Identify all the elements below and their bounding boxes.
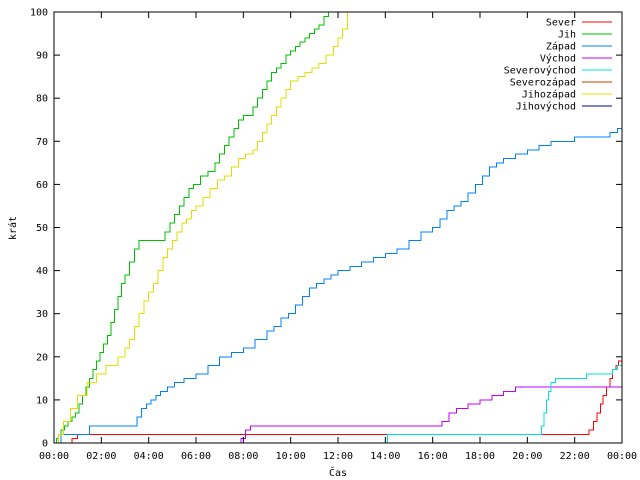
x-tick-label: 00:00 xyxy=(39,451,69,462)
y-tick-label: 10 xyxy=(36,395,48,406)
y-tick-label: 40 xyxy=(36,266,48,277)
x-tick-label: 00:00 xyxy=(607,451,637,462)
y-axis-label: krát xyxy=(7,216,19,240)
legend-label: Severovýchod xyxy=(504,65,576,77)
y-tick-label: 30 xyxy=(36,309,48,320)
x-tick-label: 20:00 xyxy=(512,451,542,462)
y-tick-label: 50 xyxy=(36,223,48,234)
x-axis: 00:00 02:00 04:00 06:00 08:00 10:00 12:00 14:00… xyxy=(39,12,637,462)
legend-label: Jihozápad xyxy=(522,89,576,101)
x-tick-label: 22:00 xyxy=(560,451,590,462)
y-tick-label: 70 xyxy=(36,137,48,148)
series-line-jihozápad xyxy=(54,12,348,444)
x-tick-label: 02:00 xyxy=(86,451,116,462)
x-tick-label: 04:00 xyxy=(134,451,164,462)
series-line-jih xyxy=(54,12,330,444)
y-tick-label: 0 xyxy=(42,439,48,450)
legend-label: Severozápad xyxy=(510,77,576,89)
legend: SeverJihZápadVýchodSeverovýchodSeverozáp… xyxy=(504,18,612,113)
y-tick-label: 20 xyxy=(36,352,48,363)
series-line-sever xyxy=(54,352,623,444)
legend-label: Jihovýchod xyxy=(516,101,576,113)
x-tick-label: 14:00 xyxy=(370,451,400,462)
x-tick-label: 06:00 xyxy=(181,451,211,462)
y-tick-label: 60 xyxy=(36,180,48,191)
x-axis-label: Čas xyxy=(329,466,347,479)
x-tick-label: 08:00 xyxy=(228,451,258,462)
series-line-západ xyxy=(54,127,622,444)
legend-label: Východ xyxy=(540,53,576,65)
legend-label: Západ xyxy=(546,41,576,53)
y-tick-label: 100 xyxy=(30,8,48,19)
y-tick-label: 90 xyxy=(36,51,48,62)
y-tick-label: 80 xyxy=(36,94,48,105)
series-line-severovýchod xyxy=(54,361,623,444)
legend-label: Sever xyxy=(546,18,576,29)
x-tick-label: 12:00 xyxy=(323,451,353,462)
x-tick-label: 16:00 xyxy=(418,451,448,462)
x-tick-label: 10:00 xyxy=(276,451,306,462)
series-line-východ xyxy=(54,386,622,444)
y-axis: 0 10 20 30 40 50 60 70 80 90 100 xyxy=(30,8,622,450)
legend-label: Jih xyxy=(558,30,576,41)
x-tick-label: 18:00 xyxy=(465,451,495,462)
